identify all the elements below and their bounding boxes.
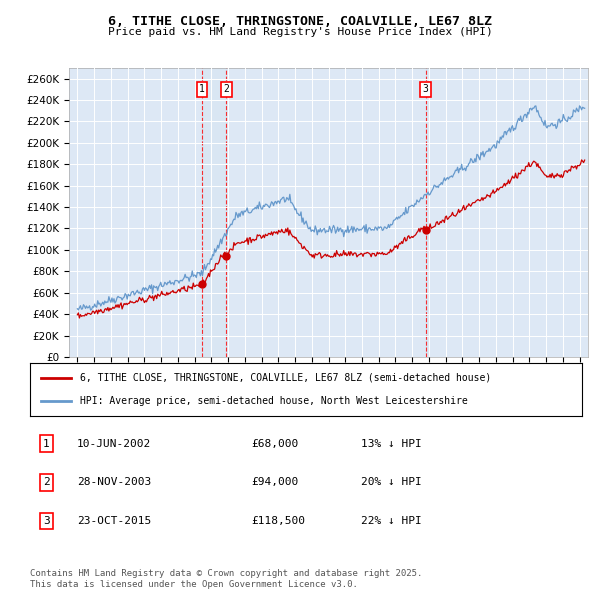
Text: 3: 3 <box>43 516 50 526</box>
Text: 13% ↓ HPI: 13% ↓ HPI <box>361 438 422 448</box>
Text: £94,000: £94,000 <box>251 477 298 487</box>
Text: 20% ↓ HPI: 20% ↓ HPI <box>361 477 422 487</box>
Text: 10-JUN-2002: 10-JUN-2002 <box>77 438 151 448</box>
Text: 2: 2 <box>43 477 50 487</box>
Text: 2: 2 <box>223 84 229 94</box>
Text: 3: 3 <box>423 84 429 94</box>
Text: Price paid vs. HM Land Registry's House Price Index (HPI): Price paid vs. HM Land Registry's House … <box>107 27 493 37</box>
Text: HPI: Average price, semi-detached house, North West Leicestershire: HPI: Average price, semi-detached house,… <box>80 396 467 406</box>
Text: £68,000: £68,000 <box>251 438 298 448</box>
Text: 23-OCT-2015: 23-OCT-2015 <box>77 516 151 526</box>
Bar <box>426 68 427 357</box>
Text: 22% ↓ HPI: 22% ↓ HPI <box>361 516 422 526</box>
Text: 28-NOV-2003: 28-NOV-2003 <box>77 477 151 487</box>
Bar <box>202 68 226 357</box>
Text: £118,500: £118,500 <box>251 516 305 526</box>
Text: 6, TITHE CLOSE, THRINGSTONE, COALVILLE, LE67 8LZ (semi-detached house): 6, TITHE CLOSE, THRINGSTONE, COALVILLE, … <box>80 373 491 383</box>
Text: 1: 1 <box>199 84 205 94</box>
Text: 6, TITHE CLOSE, THRINGSTONE, COALVILLE, LE67 8LZ: 6, TITHE CLOSE, THRINGSTONE, COALVILLE, … <box>108 15 492 28</box>
Text: Contains HM Land Registry data © Crown copyright and database right 2025.
This d: Contains HM Land Registry data © Crown c… <box>30 569 422 589</box>
Text: 1: 1 <box>43 438 50 448</box>
